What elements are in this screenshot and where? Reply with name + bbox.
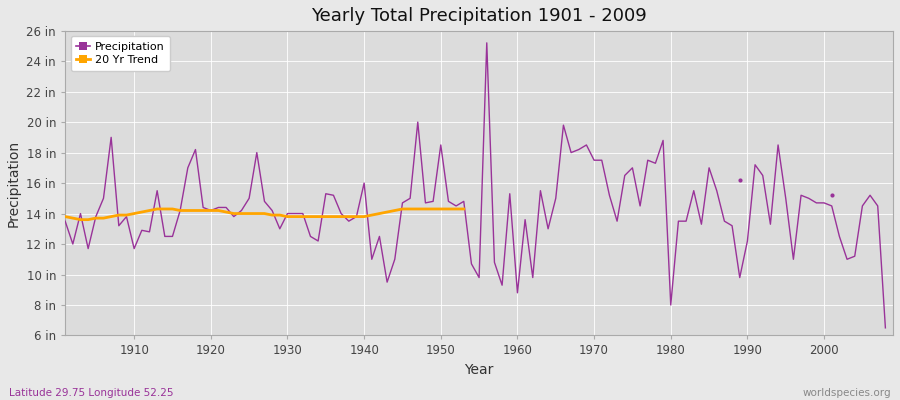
Title: Yearly Total Precipitation 1901 - 2009: Yearly Total Precipitation 1901 - 2009	[311, 7, 647, 25]
Y-axis label: Precipitation: Precipitation	[7, 140, 21, 227]
Legend: Precipitation, 20 Yr Trend: Precipitation, 20 Yr Trend	[71, 36, 170, 71]
Text: Latitude 29.75 Longitude 52.25: Latitude 29.75 Longitude 52.25	[9, 388, 174, 398]
Text: worldspecies.org: worldspecies.org	[803, 388, 891, 398]
X-axis label: Year: Year	[464, 363, 494, 377]
